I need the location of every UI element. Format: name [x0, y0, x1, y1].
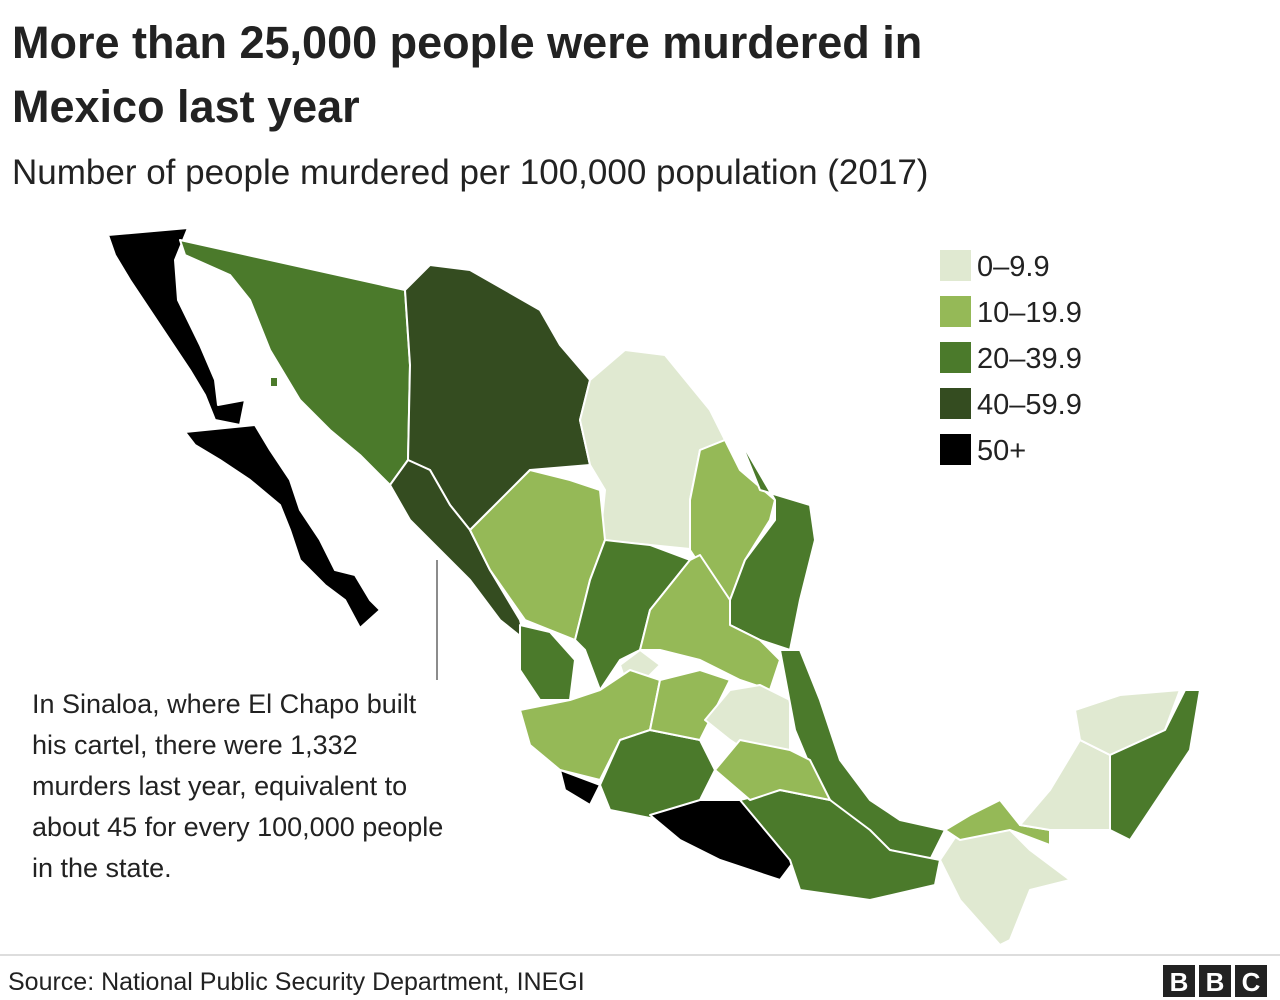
map: [107, 227, 1201, 946]
legend-label: 50+: [977, 435, 1026, 467]
legend-label: 20–39.9: [977, 343, 1082, 375]
annotation-line: murders last year, equivalent to: [32, 771, 407, 801]
annotation: In Sinaloa, where El Chapo built his cart…: [32, 689, 443, 883]
annotation-line: in the state.: [32, 853, 172, 883]
annotation-line: about 45 for every 100,000 people: [32, 812, 443, 842]
state: [184, 424, 381, 629]
legend-swatch: [940, 388, 971, 419]
state: [269, 376, 279, 388]
subtitle: Number of people murdered per 100,000 po…: [12, 153, 928, 192]
logo-letter: C: [1242, 967, 1261, 997]
legend-swatch: [940, 250, 971, 281]
annotation-line: his cartel, there were 1,332: [32, 730, 358, 760]
annotation-line: In Sinaloa, where El Chapo built: [32, 689, 417, 719]
legend-label: 10–19.9: [977, 297, 1082, 329]
state: [559, 769, 601, 806]
legend-swatch: [940, 296, 971, 327]
legend-label: 40–59.9: [977, 389, 1082, 421]
logo-box: [1163, 965, 1195, 997]
legend-label: 0–9.9: [977, 251, 1050, 283]
state: [1019, 739, 1111, 831]
state: [714, 739, 831, 801]
logo-box: [1199, 965, 1231, 997]
state: [389, 459, 526, 641]
title: More than 25,000 people were murdered in: [12, 17, 922, 68]
title: Mexico last year: [12, 81, 360, 132]
logo-letter: B: [1170, 967, 1189, 997]
logo-box: [1235, 965, 1267, 997]
source: Source: National Public Security Departm…: [8, 968, 585, 996]
legend-swatch: [940, 434, 971, 465]
legend: 0–9.9 10–19.9 20–39.9 40–59.9 50+: [940, 250, 1082, 467]
logo-letter: B: [1206, 967, 1225, 997]
legend-swatch: [940, 342, 971, 373]
state: [1109, 689, 1201, 841]
state: [107, 227, 246, 426]
